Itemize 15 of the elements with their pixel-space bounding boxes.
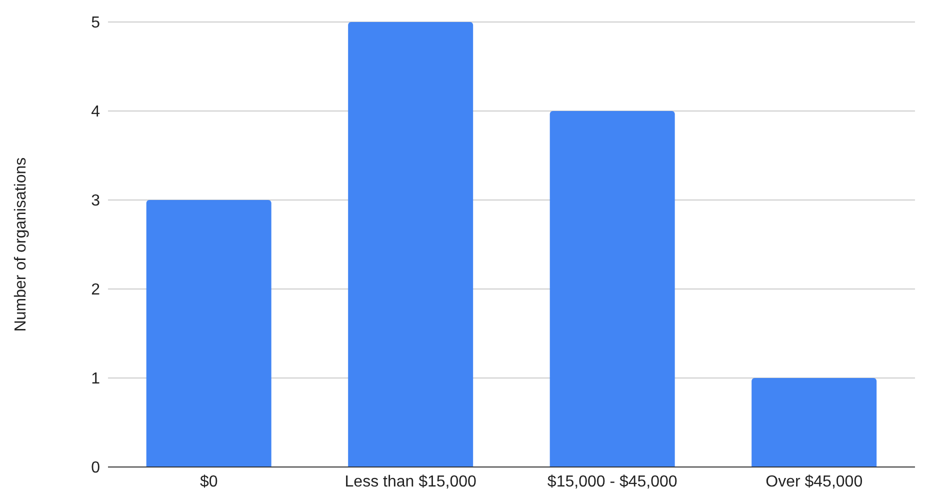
x-tick-label: Over $45,000 <box>766 473 863 490</box>
bar <box>550 111 675 467</box>
x-tick-label: $15,000 - $45,000 <box>547 473 678 490</box>
x-tick-label: Less than $15,000 <box>344 473 477 490</box>
y-tick-label: 0 <box>91 460 100 477</box>
y-tick-label: 1 <box>91 370 100 388</box>
y-tick-label: 2 <box>91 282 100 299</box>
y-axis-title: Number of organisations <box>12 157 30 332</box>
y-tick-label: 3 <box>91 192 100 210</box>
y-tick-label: 5 <box>91 14 100 32</box>
y-tick-label: 4 <box>91 104 100 121</box>
bar <box>752 378 877 467</box>
bar <box>146 200 272 467</box>
x-tick-label: $0 <box>200 473 218 490</box>
bar <box>348 22 474 467</box>
